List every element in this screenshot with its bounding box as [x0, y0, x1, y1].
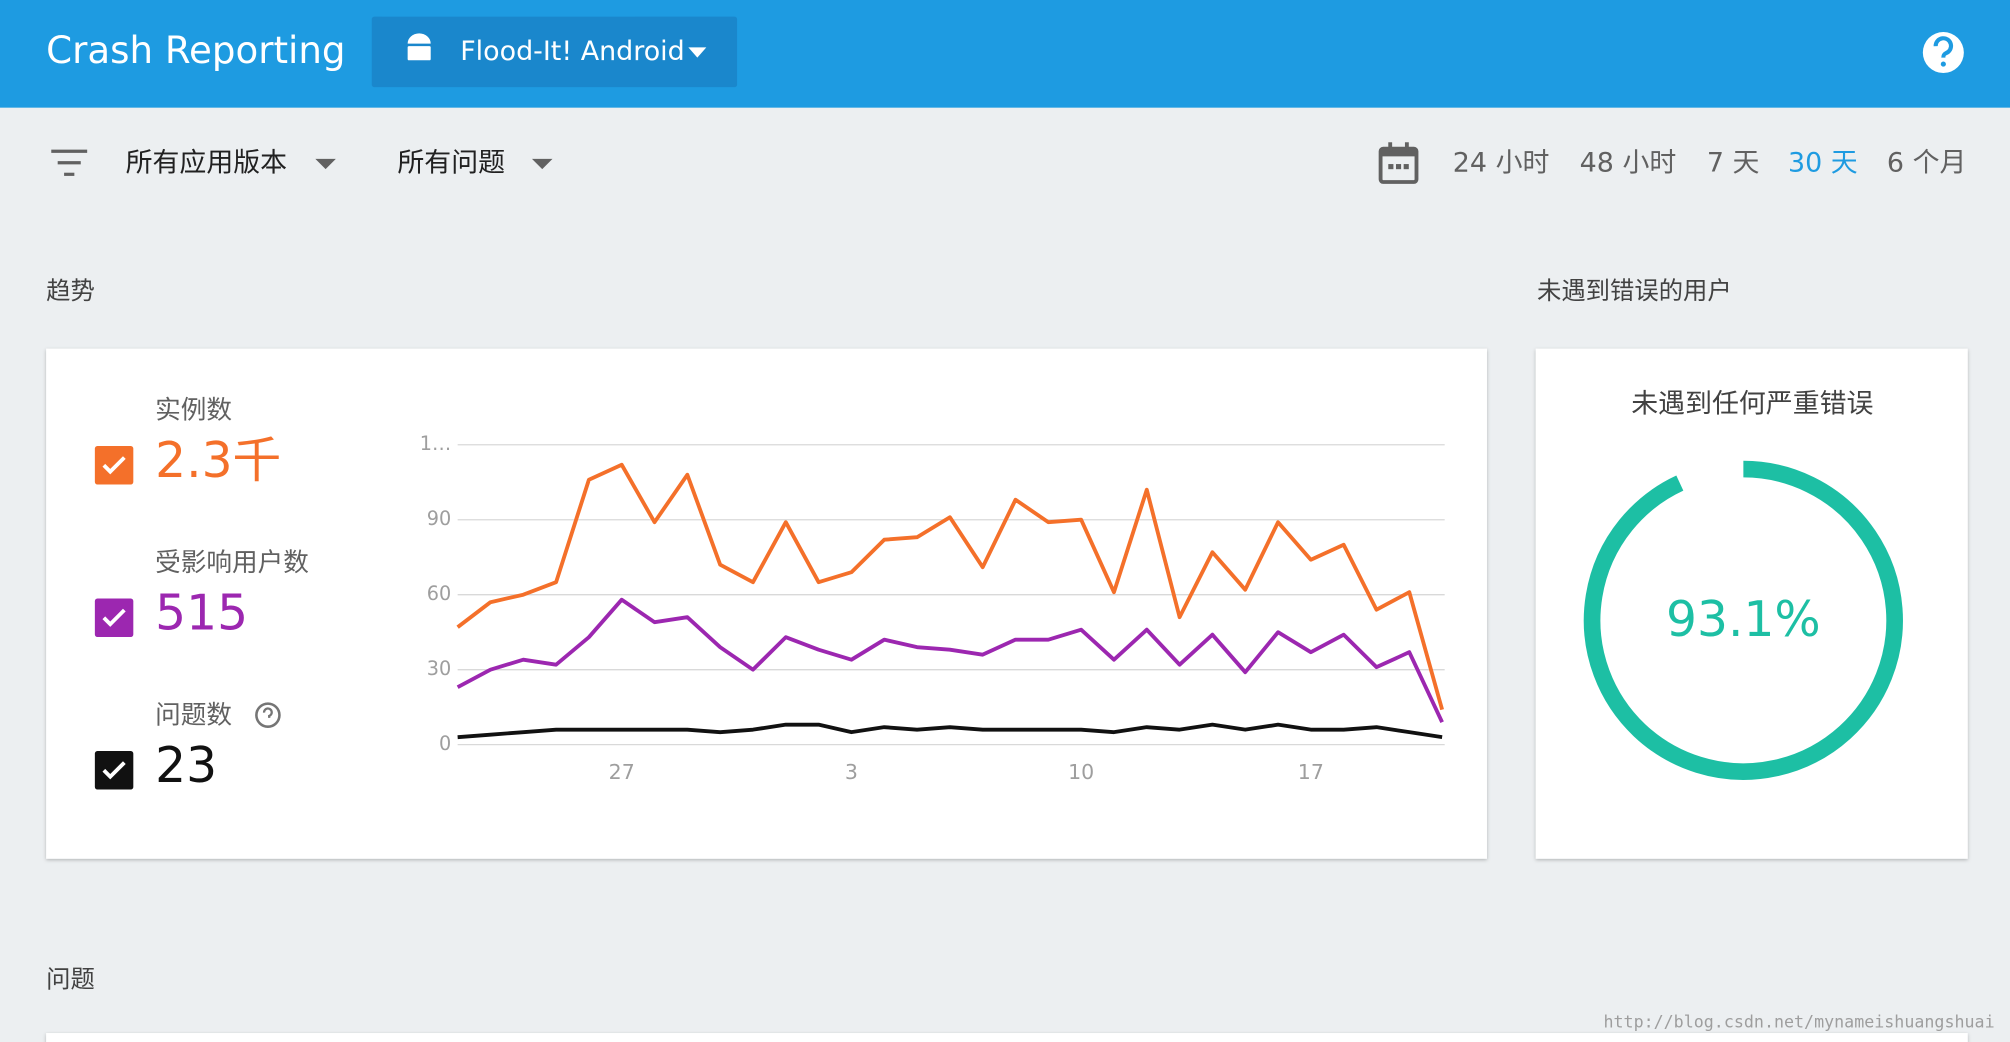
donut-arc — [1583, 460, 1903, 780]
section-heading: 未遇到错误的用户 — [1537, 276, 1732, 305]
trend-card — [46, 348, 1487, 859]
dropdown-arrow[interactable] — [531, 158, 553, 170]
range-option[interactable]: 6 个月 — [1887, 148, 1966, 179]
y-tick-label: 30 — [427, 657, 451, 680]
series-line — [457, 722, 1443, 740]
legend-total: 23 — [155, 738, 217, 794]
dropdown-arrow[interactable] — [315, 158, 336, 170]
x-tick-label: 10 — [1068, 760, 1094, 784]
x-tick-label: 3 — [845, 760, 858, 784]
y-tick-label: 1… — [420, 432, 451, 455]
legend-total: 2.3千 — [155, 433, 281, 489]
donut-value: 93.1% — [1666, 592, 1821, 648]
range-option[interactable]: 7 天 — [1707, 148, 1760, 179]
range-group: 24 小时 48 小时 7 天 30 天 6 个月 — [1453, 148, 1967, 179]
series-line — [456, 462, 1444, 711]
checkmark — [102, 456, 126, 475]
range-option[interactable]: 30 天 — [1788, 148, 1858, 179]
version-filter[interactable]: 所有应用版本 — [126, 148, 287, 179]
y-tick-label: 90 — [427, 507, 451, 530]
y-tick-label: 0 — [439, 732, 451, 755]
y-tick-label: 60 — [427, 582, 451, 605]
android-icon — [407, 33, 431, 61]
product-title: Crash Reporting — [46, 28, 345, 72]
series-line — [456, 597, 1444, 723]
trend-chart: 0 30 60 90 1… 27 3 10 17 — [420, 432, 1445, 784]
app-bar — [0, 0, 2010, 108]
legend-label: 问题数 — [155, 700, 232, 730]
range-option[interactable]: 48 小时 — [1580, 148, 1677, 179]
app-selector[interactable] — [371, 16, 738, 88]
section-heading: 问题 — [46, 964, 95, 993]
x-tick-label: 27 — [609, 760, 635, 784]
legend-label: 受影响用户数 — [155, 548, 309, 578]
help-glyph — [1933, 36, 1954, 58]
donut: 93.1% — [1583, 460, 1903, 780]
range-option[interactable]: 24 小时 — [1453, 148, 1550, 179]
legend-total: 515 — [155, 585, 248, 641]
filter-icon[interactable] — [51, 149, 88, 176]
donut-subtitle: 未遇到任何严重错误 — [1631, 389, 1873, 420]
calendar-icon[interactable] — [1378, 142, 1419, 184]
checkmark — [102, 761, 126, 780]
legend-label: 实例数 — [155, 395, 232, 425]
help-glyph-dot — [1940, 61, 1946, 67]
section-heading: 趋势 — [46, 276, 95, 305]
checkmark — [102, 608, 126, 627]
app-name[interactable]: Flood-It! Android — [460, 36, 685, 67]
x-tick-label: 17 — [1298, 760, 1324, 784]
issues-card — [46, 1033, 1968, 1042]
issue-filter[interactable]: 所有问题 — [397, 148, 505, 179]
info-icon[interactable] — [255, 702, 281, 728]
watermark: http://blog.csdn.net/mynameishuangshuai — [1603, 1012, 1994, 1031]
dropdown-arrow[interactable] — [688, 47, 707, 58]
info-glyph — [262, 707, 273, 718]
